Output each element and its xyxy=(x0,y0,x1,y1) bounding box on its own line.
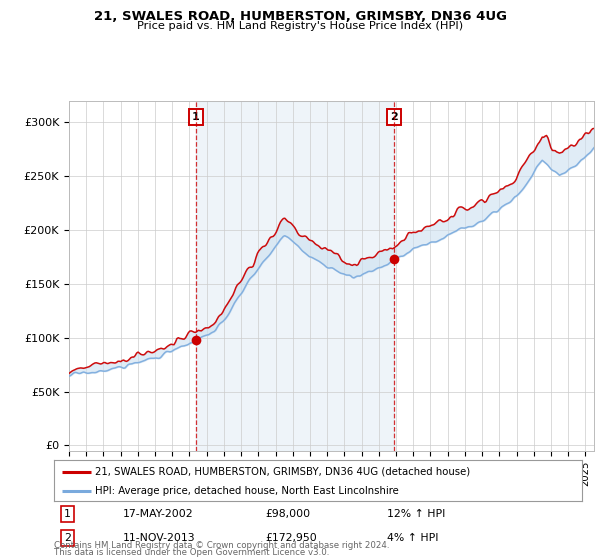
Text: £98,000: £98,000 xyxy=(265,509,310,519)
Text: 2: 2 xyxy=(64,533,71,543)
Text: Price paid vs. HM Land Registry's House Price Index (HPI): Price paid vs. HM Land Registry's House … xyxy=(137,21,463,31)
Bar xyxy=(196,101,394,451)
Text: Contains HM Land Registry data © Crown copyright and database right 2024.: Contains HM Land Registry data © Crown c… xyxy=(54,541,389,550)
Text: 17-MAY-2002: 17-MAY-2002 xyxy=(122,509,193,519)
Text: 4% ↑ HPI: 4% ↑ HPI xyxy=(386,533,438,543)
Text: 21, SWALES ROAD, HUMBERSTON, GRIMSBY, DN36 4UG (detached house): 21, SWALES ROAD, HUMBERSTON, GRIMSBY, DN… xyxy=(95,467,470,477)
Text: This data is licensed under the Open Government Licence v3.0.: This data is licensed under the Open Gov… xyxy=(54,548,329,557)
Text: 2: 2 xyxy=(390,112,398,122)
Text: 1: 1 xyxy=(192,112,200,122)
Text: 11-NOV-2013: 11-NOV-2013 xyxy=(122,533,195,543)
Text: 12% ↑ HPI: 12% ↑ HPI xyxy=(386,509,445,519)
Text: HPI: Average price, detached house, North East Lincolnshire: HPI: Average price, detached house, Nort… xyxy=(95,486,399,496)
Text: 1: 1 xyxy=(64,509,71,519)
Text: 21, SWALES ROAD, HUMBERSTON, GRIMSBY, DN36 4UG: 21, SWALES ROAD, HUMBERSTON, GRIMSBY, DN… xyxy=(94,10,506,23)
Text: £172,950: £172,950 xyxy=(265,533,317,543)
